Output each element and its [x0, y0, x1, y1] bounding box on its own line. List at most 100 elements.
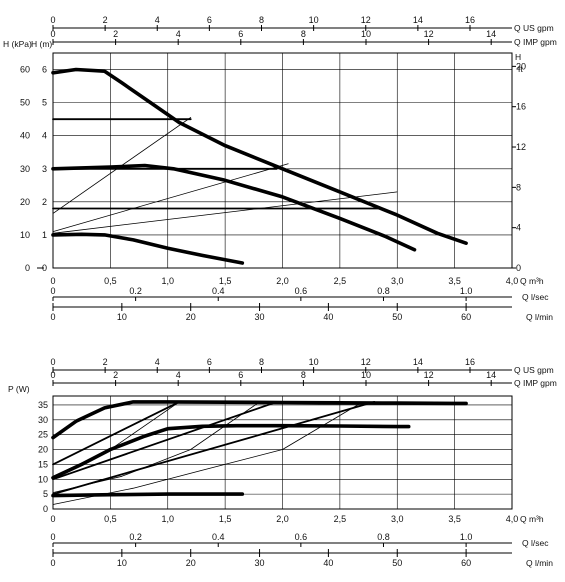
- power-us-gpm-tick-label: 8: [259, 357, 264, 367]
- head-lsec-tick-label: 0.4: [212, 286, 225, 296]
- head-m-axis-label: H (m): [31, 39, 52, 49]
- head-us-gpm-tick-label: 8: [259, 15, 264, 25]
- power-axis-label: P (W): [8, 384, 30, 394]
- head-lmin-tick-label: 50: [392, 312, 402, 322]
- power-us-gpm-tick-label: 16: [465, 357, 475, 367]
- head-thin-line-2: [52, 163, 289, 233]
- head-imp-gpm-tick-label: 10: [361, 29, 371, 39]
- power-lsec-axis-label: Q l/sec: [522, 538, 549, 548]
- head-kpa-tick-label: 30: [20, 164, 30, 174]
- head-ft-tick-label: 12: [516, 142, 526, 152]
- head-ft-tick-label: 4: [516, 223, 521, 233]
- power-setting-line-1: [52, 400, 181, 466]
- power-us-gpm-tick-label: 10: [309, 357, 319, 367]
- head-imp-gpm-tick-label: 14: [486, 29, 496, 39]
- head-m3h-tick-label: 3,0: [391, 276, 404, 286]
- head-m3h-tick-label: 1,5: [219, 276, 232, 286]
- power-us-gpm-tick-label: 6: [207, 357, 212, 367]
- head-m3h-tick-label: 1,0: [161, 276, 174, 286]
- head-lsec-tick-label: 0.6: [295, 286, 308, 296]
- head-m-tick-label: 3: [42, 164, 47, 174]
- head-lmin-tick-label: 60: [461, 312, 471, 322]
- power-lsec-tick-label: 0.6: [295, 532, 308, 542]
- head-m3h-tick-label: 2,0: [276, 276, 289, 286]
- head-lsec-axis-label: Q l/sec: [522, 292, 549, 302]
- head-us-gpm-tick-label: 2: [103, 15, 108, 25]
- head-m-tick-label: 2: [42, 197, 47, 207]
- power-m3h-tick-label: 1,0: [161, 514, 174, 524]
- head-m-tick-label: 6: [42, 65, 47, 75]
- head-m3h-tick-label: 2,5: [334, 276, 347, 286]
- power-tick-label: 5: [43, 489, 48, 499]
- power-tick-label: 30: [38, 415, 48, 425]
- head-ft-axis-label: H: [515, 52, 521, 62]
- power-tick-label: 25: [38, 430, 48, 440]
- power-lmin-tick-label: 10: [117, 558, 127, 568]
- power-imp-gpm-tick-label: 14: [486, 370, 496, 380]
- head-kpa-tick-label: 60: [20, 65, 30, 75]
- head-curve-3: [51, 232, 245, 265]
- power-tick-label: 35: [38, 400, 48, 410]
- power-curve-1: [51, 400, 468, 440]
- power-m3h-tick-label: 4,0: [506, 514, 519, 524]
- head-lsec-tick-label: 0.2: [129, 286, 142, 296]
- head-us-gpm-tick-label: 16: [465, 15, 475, 25]
- head-us-gpm-tick-label: 12: [361, 15, 371, 25]
- head-m-tick-label: 1: [42, 230, 47, 240]
- head-lsec-tick-label: 1.0: [460, 286, 473, 296]
- power-thin-line-1: [52, 401, 180, 477]
- head-m-tick-label: 4: [42, 131, 47, 141]
- head-kpa-tick-label: 40: [20, 131, 30, 141]
- head-kpa-axis-label: H (kPa): [3, 39, 32, 49]
- power-us-gpm-tick-label: 4: [155, 357, 160, 367]
- power-lmin-tick-label: 0: [50, 558, 55, 568]
- head-lmin-tick-label: 0: [50, 312, 55, 322]
- power-us-gpm-tick-label: 2: [103, 357, 108, 367]
- head-lsec-tick-label: 0: [50, 286, 55, 296]
- power-m3h-tick-label: 2,0: [276, 514, 289, 524]
- head-lmin-axis-label: Q l/min: [526, 312, 553, 322]
- head-imp-gpm-tick-label: 4: [176, 29, 181, 39]
- power-m3h-tick-label: 1,5: [219, 514, 232, 524]
- head-us-gpm-tick-label: 4: [155, 15, 160, 25]
- power-imp-gpm-tick-label: 8: [301, 370, 306, 380]
- power-us-gpm-tick-label: 0: [50, 357, 55, 367]
- head-us-gpm-tick-label: 14: [413, 15, 423, 25]
- head-thin-line-3: [52, 191, 398, 234]
- power-tick-label: 15: [38, 459, 48, 469]
- power-tick-label: 0: [43, 504, 48, 514]
- power-curve-3: [51, 492, 245, 498]
- head-ft-tick-label: 20: [516, 61, 526, 71]
- power-imp-gpm-tick-label: 0: [50, 370, 55, 380]
- head-us-gpm-axis-label: Q US gpm: [514, 23, 554, 33]
- head-kpa-tick-label: 0: [25, 263, 30, 273]
- head-ft-tick-label: 16: [516, 102, 526, 112]
- power-m3h-axis-label: Q m³h: [520, 514, 544, 524]
- head-curve-2: [51, 163, 417, 252]
- power-imp-gpm-tick-label: 4: [176, 370, 181, 380]
- power-us-gpm-axis-label: Q US gpm: [514, 365, 554, 375]
- power-lmin-tick-label: 60: [461, 558, 471, 568]
- head-kpa-tick-label: 10: [20, 230, 30, 240]
- head-m-tick-label: 0: [42, 263, 47, 273]
- head-lsec-tick-label: 0.8: [377, 286, 390, 296]
- power-lmin-tick-label: 30: [255, 558, 265, 568]
- head-ft-tick-label: 0: [516, 263, 521, 273]
- head-lmin-tick-label: 40: [323, 312, 333, 322]
- power-tick-label: 20: [38, 445, 48, 455]
- head-imp-gpm-tick-label: 8: [301, 29, 306, 39]
- power-imp-gpm-tick-label: 6: [238, 370, 243, 380]
- power-curve-2: [51, 423, 411, 480]
- power-m3h-tick-label: 0,5: [104, 514, 117, 524]
- head-m3h-axis-label: Q m³h: [520, 276, 544, 286]
- power-setting-line-3: [52, 400, 376, 496]
- power-us-gpm-tick-label: 12: [361, 357, 371, 367]
- head-ft-tick-label: 8: [516, 182, 521, 192]
- head-m3h-tick-label: 0,5: [104, 276, 117, 286]
- power-lmin-tick-label: 40: [323, 558, 333, 568]
- head-imp-gpm-tick-label: 6: [238, 29, 243, 39]
- head-curve-1: [51, 67, 468, 245]
- head-imp-gpm-tick-label: 2: [113, 29, 118, 39]
- power-lmin-axis-label: Q l/min: [526, 558, 553, 568]
